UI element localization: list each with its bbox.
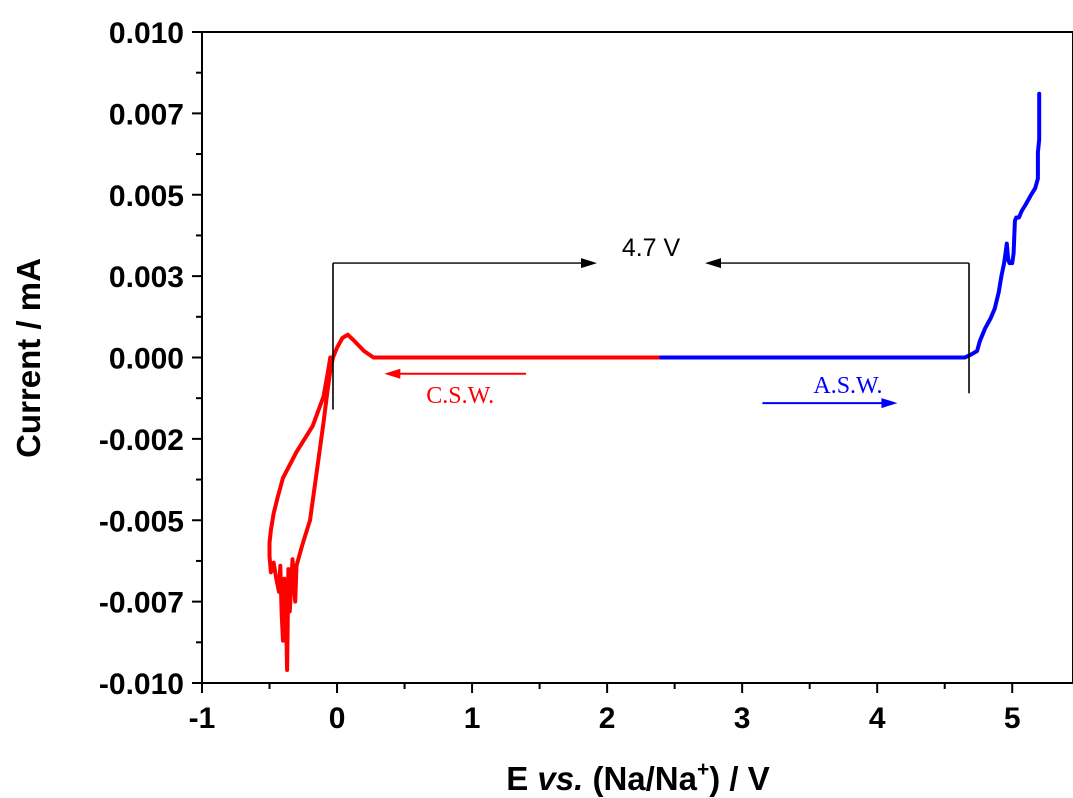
y-tick-label: 0.010 <box>109 17 184 50</box>
x-tick-label: 1 <box>464 702 481 735</box>
window-left-arrowhead <box>581 258 598 269</box>
asw-label: A.S.W. <box>813 373 882 399</box>
csw-arrowhead <box>384 368 401 379</box>
x-tick-label: 0 <box>329 702 346 735</box>
y-tick-label: 0.000 <box>109 343 184 376</box>
x-tick-label: 3 <box>734 702 751 735</box>
x-tick-label: -1 <box>189 702 216 735</box>
y-tick-label: -0.007 <box>99 587 184 620</box>
y-tick-label: 0.003 <box>109 261 184 294</box>
y-tick-label: -0.010 <box>99 668 184 701</box>
y-tick-label: -0.005 <box>99 505 184 538</box>
y-tick-label: -0.002 <box>99 424 184 457</box>
y-axis-ticks: 0.010 0.007 0.005 0.003 0.000 -0.002 -0.005 -0.… <box>99 17 202 701</box>
y-tick-label: 0.007 <box>109 98 184 131</box>
x-axis-ticks: -1 0 1 2 3 4 5 <box>189 683 1021 735</box>
csw-label: C.S.W. <box>426 383 494 409</box>
x-axis-title-prefix: E <box>506 760 537 797</box>
plot-content <box>267 91 1042 672</box>
x-axis-title-sup: + <box>697 758 709 781</box>
x-tick-label: 5 <box>1004 702 1021 735</box>
window-right-arrowhead <box>705 258 722 269</box>
annotations: 4.7 V C.S.W. A.S.W. <box>332 234 970 410</box>
y-tick-label: 0.005 <box>109 180 184 213</box>
x-axis-title-italic: vs. <box>537 760 583 797</box>
series-line-2 <box>659 91 1042 360</box>
x-tick-label: 2 <box>599 702 616 735</box>
series-line-1 <box>267 332 664 672</box>
x-axis-title-mid: (Na/Na <box>583 760 697 797</box>
x-axis-title-suffix: ) / V <box>709 760 770 797</box>
asw-arrowhead <box>881 398 898 409</box>
x-tick-label: 4 <box>869 702 886 735</box>
x-axis-title: E vs. (Na/Na+) / V <box>506 758 770 797</box>
window-label: 4.7 V <box>622 234 681 262</box>
y-axis-title: Current / mA <box>10 258 47 458</box>
